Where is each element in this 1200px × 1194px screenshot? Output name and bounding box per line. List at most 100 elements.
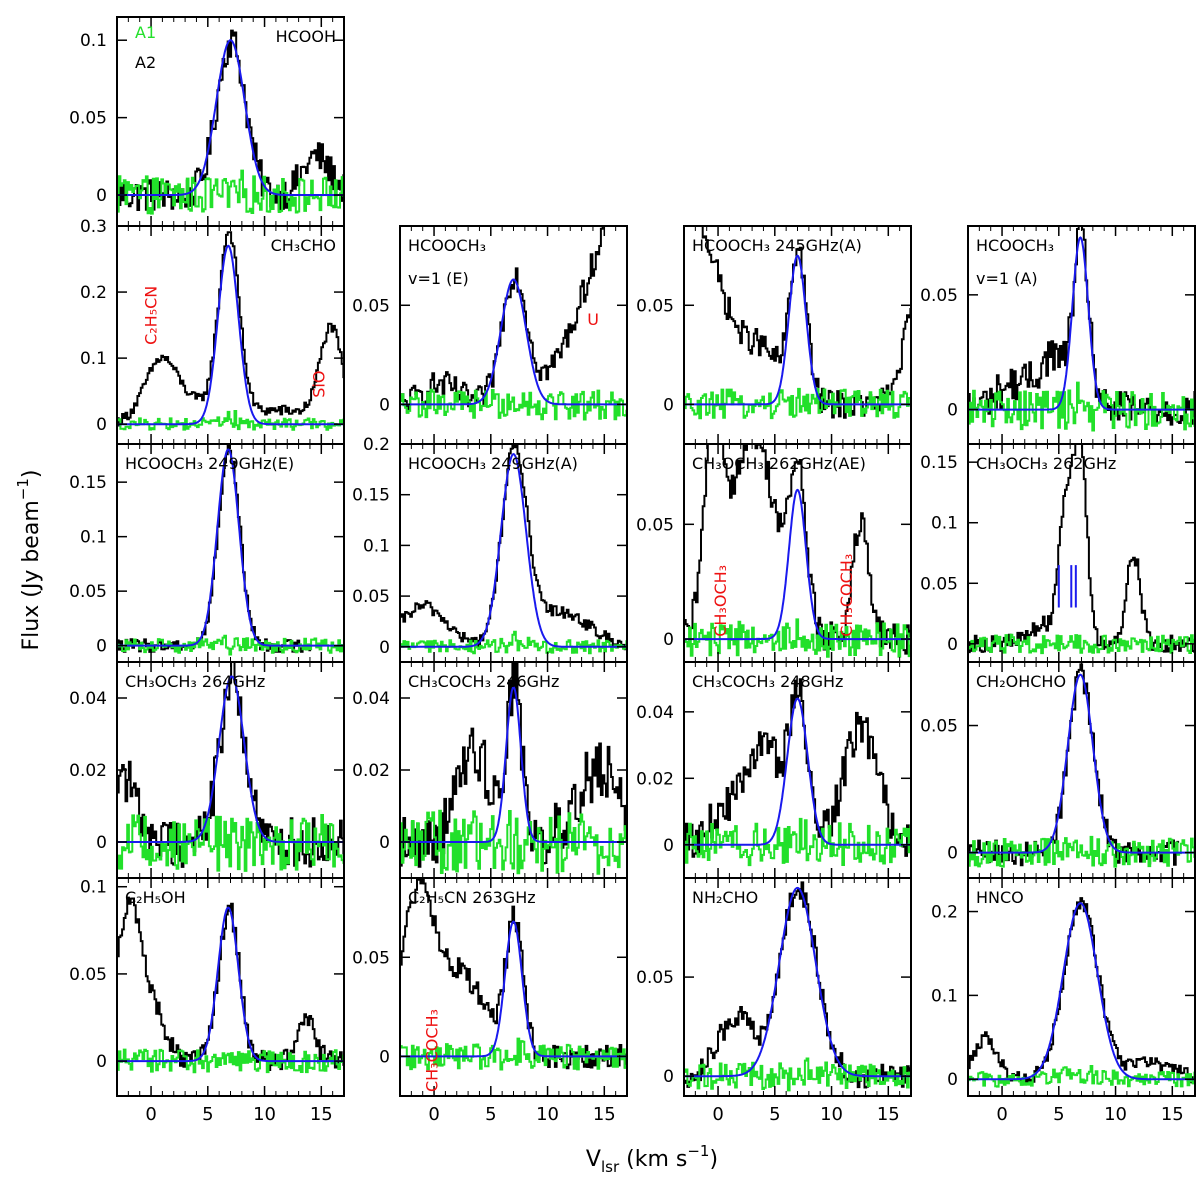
gaussian-fit-p-hcooch3-249e [117, 448, 344, 647]
a1-spectrum-p-hcooch3-249e [117, 634, 344, 656]
panel-title-p-ch3coch3-246: CH₃COCH₃ 246GHz [408, 672, 559, 691]
a1-spectrum-p-ch3coch3-248 [684, 817, 911, 867]
spectrum-panel-p-ch3och3-262: 0 0.05 0.1 0.15 CH₃OCH₃ 262GHz [920, 443, 1196, 663]
panel-title-p-ch3coch3-248: CH₃COCH₃ 248GHz [692, 672, 843, 691]
spectrum-panel-p-ch3cho: 0 0.1 0.2 0.3 CH₃CHO C₂H₅CN SiO [80, 217, 345, 445]
panel-subtitle-p-hcooch3-v1e: v=1 (E) [408, 269, 469, 288]
y-tick-label-p-nh2cho-1: 0.05 [636, 968, 674, 988]
a2-spectrum-p-hcooch3-249a [400, 444, 627, 651]
x-tick-label-p-nh2cho-0: 0 [712, 1104, 723, 1125]
panel-title-p-ch3och3-264: CH₃OCH₃ 264GHz [125, 672, 265, 691]
gaussian-fit-p-c2h5cn-263 [400, 920, 627, 1058]
a1-spectrum-p-hcooch3-v1e [400, 388, 627, 421]
y-tick-label-p-ch2ohcho-1: 0.05 [920, 717, 958, 737]
spectrum-panel-p-c2h5cn-263: 0 5 10 15 0 0.05 C₂H₅CN 263GHz CH₃COCH₃ [352, 877, 628, 1125]
x-tick-label-p-c2h5cn-263-2: 10 [536, 1104, 559, 1125]
a1-spectrum-p-ch3och3-262ae [684, 618, 911, 658]
y-tick-label-p-hcooch3-249a-3: 0.15 [352, 486, 390, 506]
y-tick-label-p-ch3coch3-246-2: 0.04 [352, 689, 390, 709]
a1-spectrum-p-ch3cho [117, 410, 344, 431]
x-tick-label-p-c2h5oh-0: 0 [145, 1104, 156, 1125]
annotation-p-ch3cho-0: C₂H₅CN [142, 286, 161, 345]
a1-spectrum-p-hcooch3-249a [400, 630, 627, 655]
panel-title-p-c2h5cn-263: C₂H₅CN 263GHz [408, 888, 536, 907]
panel-title-p-hcooch3-v1a: HCOOCH₃ [976, 236, 1054, 255]
panel-title-p-hcooch3-249a: HCOOCH₃ 249GHz(A) [408, 454, 578, 473]
spectrum-panel-p-ch3och3-264: 0 0.02 0.04 CH₃OCH₃ 264GHz [69, 661, 345, 879]
gaussian-fit-p-hnco [968, 902, 1195, 1081]
y-tick-label-p-hcooh-2: 0.1 [80, 31, 107, 51]
y-tick-label-p-c2h5cn-263-1: 0.05 [352, 948, 390, 968]
gaussian-fit-p-ch2ohcho [968, 673, 1195, 854]
a1-spectrum-p-c2h5oh [117, 1048, 344, 1074]
y-tick-label-p-hcooh-0: 0 [96, 186, 107, 206]
spectrum-panel-p-ch2ohcho: 0 0.05 CH₂OHCHO [920, 661, 1196, 879]
y-tick-label-p-ch3och3-262ae-1: 0.05 [636, 515, 674, 535]
a1-spectrum-p-ch3och3-264 [117, 814, 344, 872]
spectrum-panel-p-c2h5oh: 0 5 10 15 0 0.05 0.1 C₂H₅OH [69, 877, 345, 1125]
a2-spectrum-p-hnco [968, 897, 1195, 1085]
y-tick-label-p-ch3coch3-248-0: 0 [663, 836, 674, 856]
a1-spectrum-p-hcooch3-v1a [968, 381, 1195, 432]
gaussian-fit-p-hcooch3-v1a [968, 236, 1195, 411]
a1-spectrum-p-c2h5cn-263 [400, 1037, 627, 1071]
y-tick-label-p-ch3cho-3: 0.3 [80, 217, 107, 237]
y-tick-label-p-ch3cho-0: 0 [96, 415, 107, 435]
spectrum-panel-p-nh2cho: 0 5 10 15 0 0.05 NH₂CHO [636, 877, 912, 1125]
panel-title-p-nh2cho: NH₂CHO [692, 888, 758, 907]
y-tick-label-p-ch2ohcho-0: 0 [947, 844, 958, 864]
y-tick-label-p-hcooch3-v1a-1: 0.05 [920, 286, 958, 306]
x-tick-label-p-c2h5oh-2: 10 [253, 1104, 276, 1125]
panel-title-p-c2h5oh: C₂H₅OH [125, 888, 186, 907]
a2-spectrum-p-ch3coch3-248 [684, 678, 911, 860]
spectrum-panel-p-hcooh: 0 0.05 0.1 HCOOH [69, 16, 345, 227]
y-tick-label-p-hnco-1: 0.1 [931, 986, 958, 1006]
a1-spectrum-p-hcooch3-245a [684, 387, 911, 420]
gaussian-fit-p-hcooch3-245a [684, 254, 911, 406]
panel-frame-p-ch3och3-262 [967, 443, 1196, 663]
x-tick-label-p-nh2cho-3: 15 [877, 1104, 900, 1125]
spectrum-panel-p-ch3och3-262ae: 0 0.05 CH₃OCH₃ 262GHz(AE) CH₃OCH₃ CH₃COCH₃ [636, 443, 912, 663]
legend-a1: A1 [135, 23, 156, 42]
x-axis-label: Vlsr (km s−1) [586, 1142, 718, 1176]
y-tick-label-p-ch3och3-262-0: 0 [947, 635, 958, 655]
y-tick-label-p-ch3och3-264-2: 0.04 [69, 689, 107, 709]
y-axis-label: Flux (Jy beam−1) [14, 470, 44, 651]
gaussian-fit-p-nh2cho [684, 886, 911, 1078]
annotation-p-ch3och3-262ae-1: CH₃COCH₃ [837, 554, 856, 637]
a1-spectrum-p-hcooh [117, 169, 344, 215]
spectrum-panel-p-hcooch3-245a: 0 0.05 HCOOCH₃ 245GHz(A) [636, 225, 912, 445]
panel-frame-p-hcooch3-249a [399, 443, 628, 663]
a2-spectrum-p-hcooch3-v1e [400, 226, 606, 414]
panel-title-p-ch3och3-262: CH₃OCH₃ 262GHz [976, 454, 1116, 473]
y-tick-label-p-hcooch3-249a-0: 0 [379, 638, 390, 658]
x-tick-label-p-nh2cho-2: 10 [820, 1104, 843, 1125]
spectrum-panel-p-hcooch3-249a: 0 0.05 0.1 0.15 0.2 HCOOCH₃ 249GHz(A) [352, 435, 628, 663]
a2-spectrum-p-hcooch3-249e [117, 444, 312, 653]
y-tick-label-p-hcooch3-249a-2: 0.1 [363, 536, 390, 556]
gaussian-fit-p-hcooch3-249a [400, 453, 627, 648]
y-tick-label-p-ch3coch3-246-1: 0.02 [352, 761, 390, 781]
y-tick-label-p-ch3och3-264-1: 0.02 [69, 761, 107, 781]
y-tick-label-p-hcooch3-v1e-1: 0.05 [352, 296, 390, 316]
y-tick-label-p-c2h5oh-2: 0.1 [80, 878, 107, 898]
legend-a2: A2 [135, 53, 156, 72]
y-tick-label-p-ch3och3-262-1: 0.05 [920, 574, 958, 594]
a1-spectrum-p-ch2ohcho [968, 835, 1195, 868]
x-tick-label-p-hnco-2: 10 [1104, 1104, 1127, 1125]
x-tick-label-p-c2h5oh-1: 5 [202, 1104, 213, 1125]
x-tick-label-p-c2h5cn-263-0: 0 [428, 1104, 439, 1125]
annotation-p-ch3cho-1: SiO [310, 371, 329, 398]
gaussian-fit-p-ch3cho [117, 244, 344, 426]
annotation-p-hcooch3-v1e-0: U [587, 310, 599, 329]
panel-title-p-ch3och3-262ae: CH₃OCH₃ 262GHz(AE) [692, 454, 866, 473]
y-tick-label-p-ch3och3-262-2: 0.1 [931, 514, 958, 534]
a2-spectrum-p-hcooch3-245a [701, 226, 911, 419]
gaussian-fit-p-ch3och3-264 [117, 675, 344, 843]
panel-title-p-hnco: HNCO [976, 888, 1024, 907]
gaussian-fit-p-ch3coch3-246 [400, 685, 627, 843]
y-tick-label-p-nh2cho-0: 0 [663, 1067, 674, 1087]
a2-spectrum-p-c2h5oh [117, 896, 344, 1071]
x-tick-label-p-c2h5cn-263-3: 15 [593, 1104, 616, 1125]
